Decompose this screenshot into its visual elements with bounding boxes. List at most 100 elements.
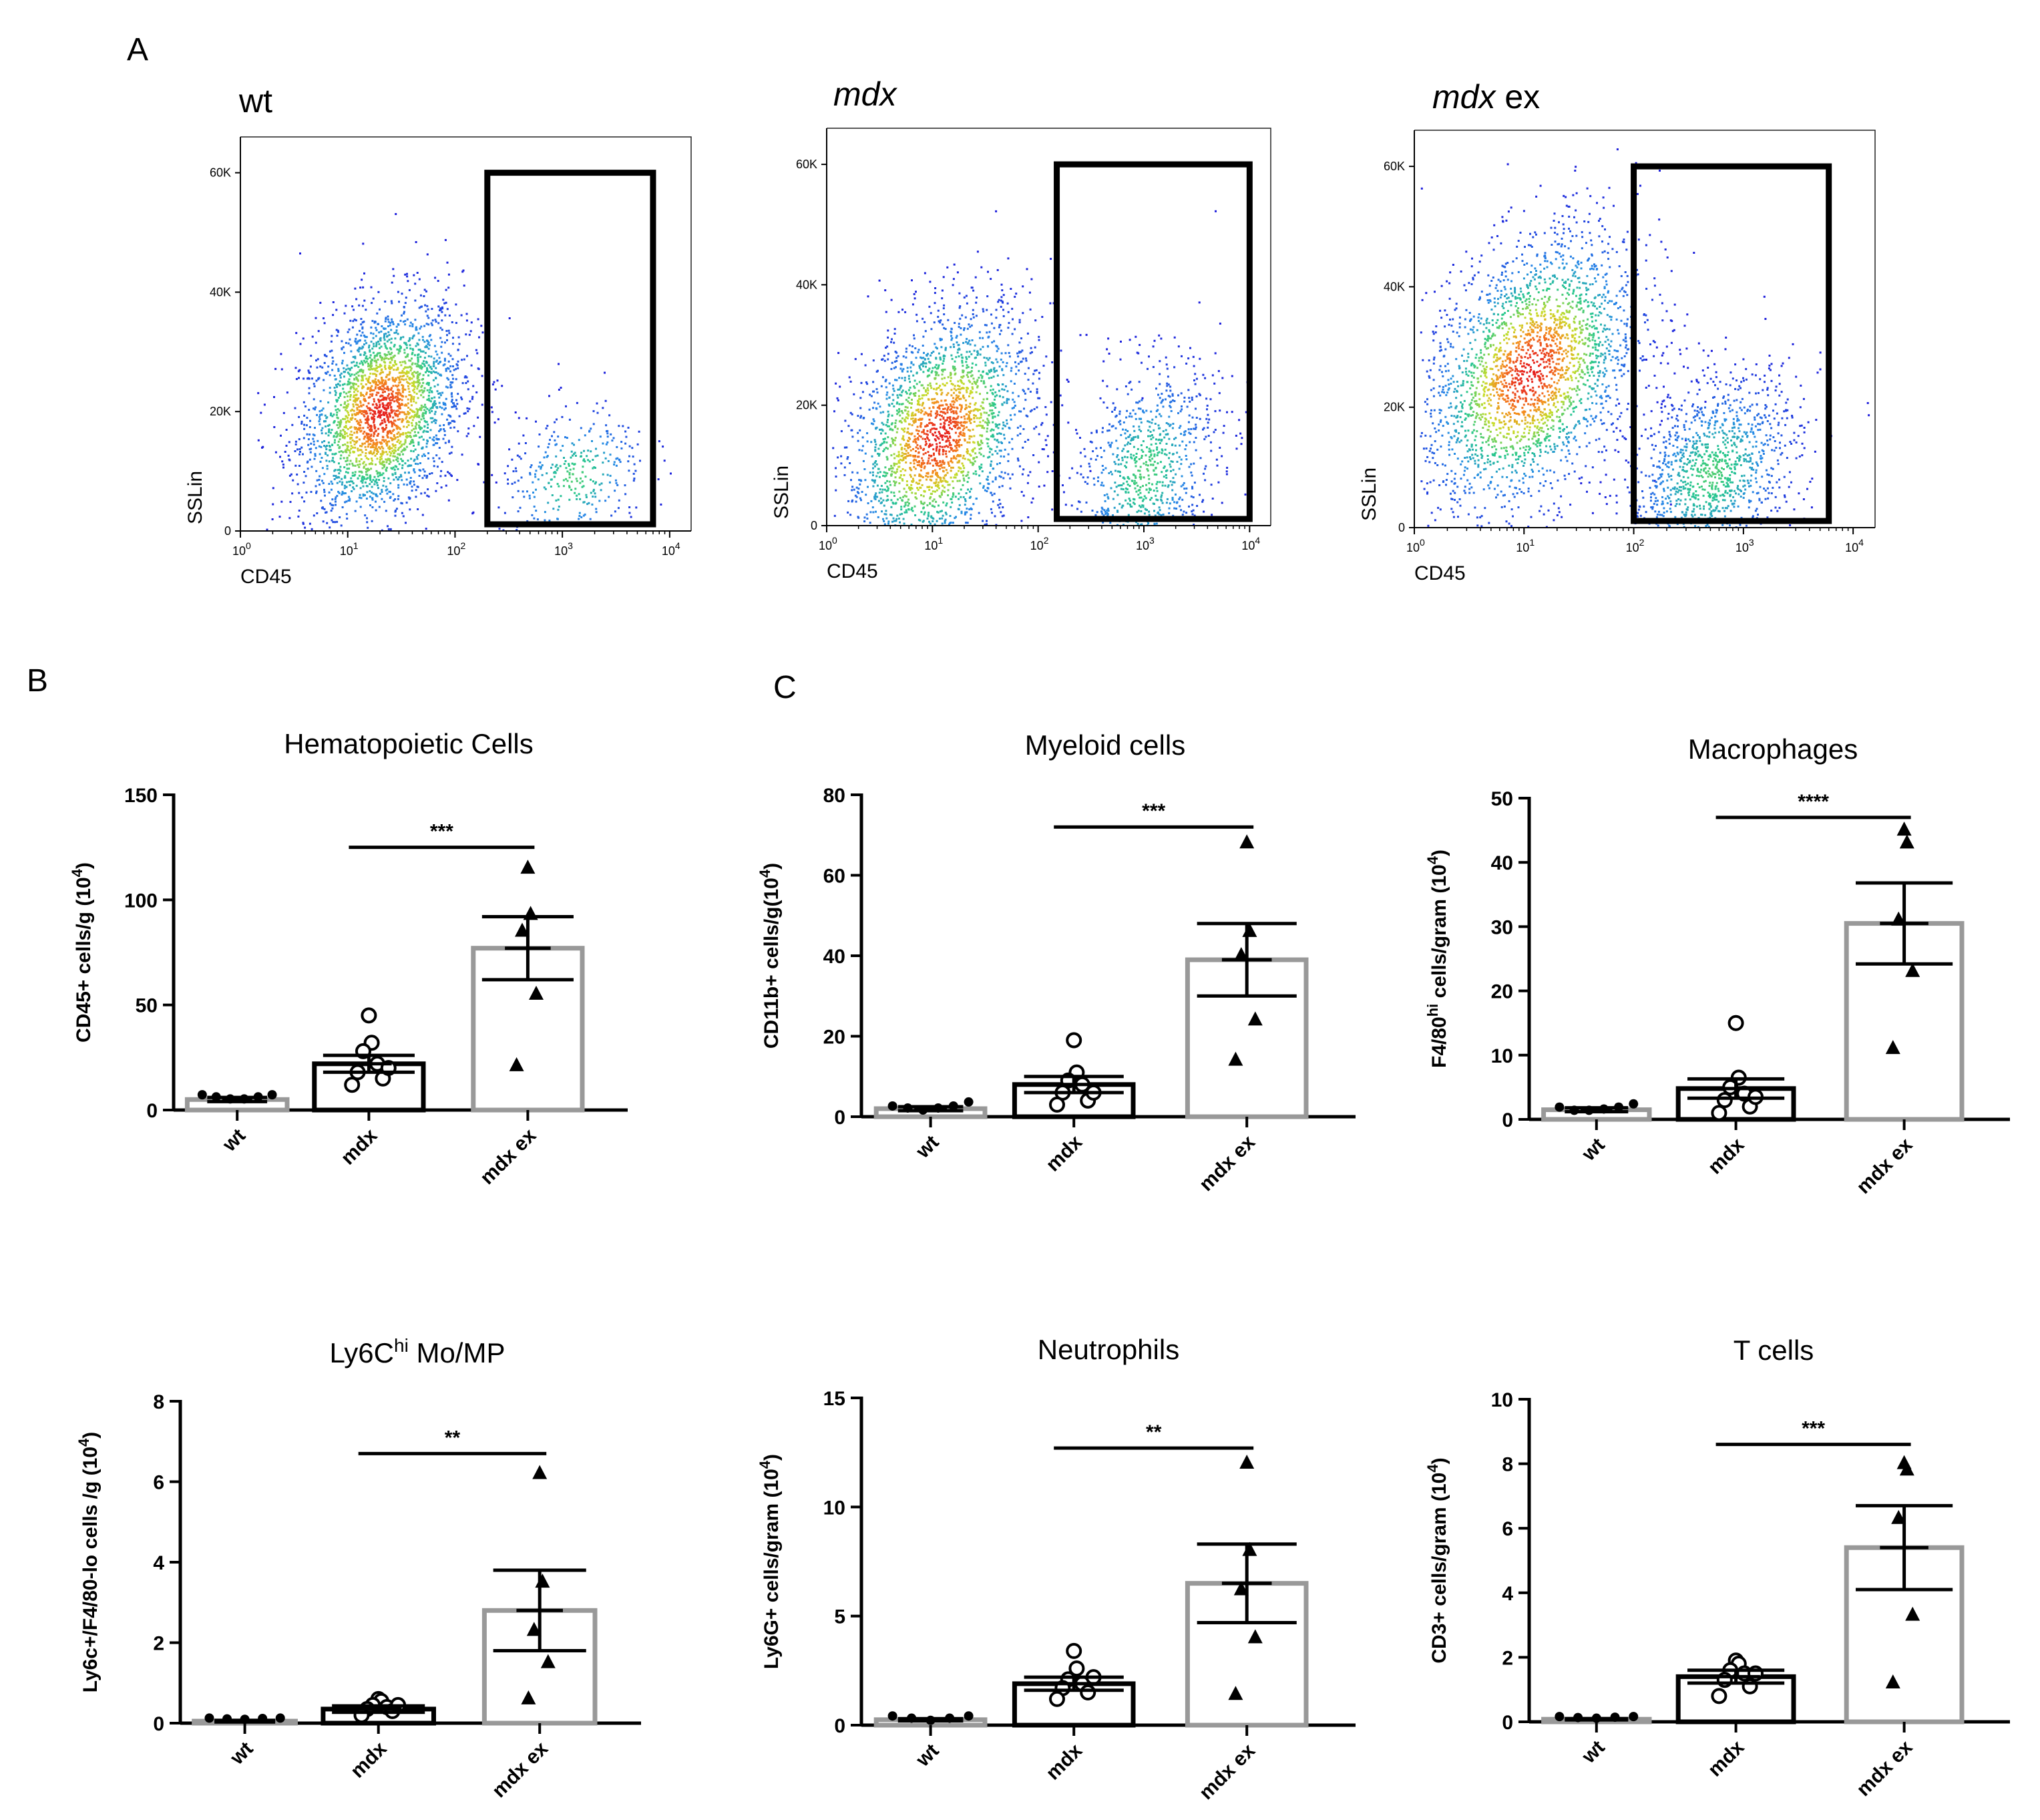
- flow-x-tick-label: 100: [819, 535, 837, 552]
- flow-dots: [832, 210, 1249, 527]
- flow-x-tick-label: 103: [1736, 537, 1754, 554]
- data-point: [361, 1007, 377, 1024]
- data-point: [1899, 834, 1914, 849]
- data-point: [509, 1057, 524, 1071]
- y-tick-label: 6: [1502, 1518, 1513, 1540]
- data-point: [1885, 1674, 1900, 1689]
- data-point: [964, 1097, 974, 1107]
- flow-x-axis-label: CD45: [827, 560, 878, 582]
- data-point: [526, 1622, 542, 1636]
- flow-y-axis-label: SSLin: [184, 471, 206, 524]
- y-tick-label: 10: [823, 1497, 845, 1519]
- y-tick-label: 0: [834, 1715, 845, 1737]
- data-point: [1727, 1015, 1744, 1031]
- y-tick-label: 10: [1491, 1045, 1513, 1067]
- y-tick-label: 6: [153, 1472, 164, 1494]
- panel-letter-a: A: [127, 32, 148, 67]
- data-point: [1049, 1690, 1065, 1707]
- data-point: [1555, 1102, 1565, 1112]
- y-tick-label: 8: [1502, 1454, 1513, 1476]
- flow-x-tick-label: 102: [1030, 535, 1049, 552]
- y-tick-label: 150: [124, 785, 158, 807]
- flow-y-tick-label: 0: [811, 519, 817, 532]
- y-tick-label: 0: [834, 1107, 845, 1129]
- flow-y-tick-label: 60K: [796, 158, 817, 171]
- data-point: [1233, 947, 1249, 961]
- y-tick-label: 20: [823, 1027, 845, 1049]
- significance-label: **: [445, 1427, 461, 1449]
- data-point: [1066, 1032, 1082, 1049]
- data-point: [1239, 834, 1255, 849]
- chart-title: Myeloid cells: [1025, 729, 1185, 761]
- y-tick-label: 0: [146, 1100, 158, 1122]
- flow-panel-title: mdx ex: [1432, 78, 1540, 116]
- flow-y-tick-label: 20K: [1384, 401, 1405, 414]
- gate-rectangle[interactable]: [484, 170, 656, 528]
- significance-label: **: [1146, 1421, 1162, 1443]
- data-point: [1891, 1509, 1906, 1524]
- gate-rectangle[interactable]: [1054, 161, 1253, 522]
- flow-x-axis-label: CD45: [1414, 562, 1466, 584]
- data-point: [540, 1654, 556, 1668]
- gate-rectangle[interactable]: [1631, 163, 1832, 524]
- data-point: [515, 922, 530, 937]
- flow-y-tick-label: 40K: [210, 285, 231, 299]
- flow-x-tick-label: 104: [1845, 537, 1864, 554]
- y-axis-label: F4/80hi cells/gram (104): [1424, 850, 1450, 1068]
- flow-panel-title: wt: [238, 82, 272, 120]
- bar-chart: Ly6Chi Mo/MP 0 2 4 6 8 Ly6c+/F4/80-lo cells /g…: [75, 1335, 641, 1802]
- significance-label: ****: [1798, 791, 1829, 813]
- data-point: [1716, 1092, 1733, 1109]
- y-tick-label: 30: [1491, 916, 1513, 938]
- data-point: [1239, 1455, 1255, 1469]
- bar-chart: Myeloid cells 0 20 40 60 80 CD11b+ cells/g(104…: [757, 729, 1356, 1196]
- data-point: [1049, 1096, 1065, 1113]
- y-tick-label: 4: [153, 1552, 164, 1574]
- data-point: [1711, 1105, 1727, 1121]
- data-point: [1247, 1629, 1263, 1644]
- data-point: [204, 1713, 214, 1723]
- data-point: [1555, 1712, 1565, 1722]
- data-point: [344, 1077, 361, 1093]
- flow-x-tick-label: 102: [447, 540, 465, 558]
- flow-x-tick-label: 103: [1136, 535, 1155, 552]
- data-point: [197, 1090, 207, 1100]
- flow-x-tick-label: 104: [662, 540, 680, 558]
- y-tick-label: 8: [153, 1391, 164, 1413]
- flow-x-tick-label: 101: [1516, 537, 1535, 554]
- flow-x-tick-label: 104: [1241, 535, 1260, 552]
- y-tick-label: 2: [153, 1633, 164, 1655]
- flow-cytometry-panels: wt 0 20K 40K 60K 100 101 102 103 104 CD45 SSLin mdx 0…: [184, 75, 1876, 588]
- y-tick-label: 15: [823, 1388, 845, 1410]
- flow-y-tick-label: 0: [1398, 521, 1405, 534]
- flow-dots: [257, 213, 672, 532]
- y-axis-label: Ly6G+ cells/gram (104): [757, 1454, 783, 1669]
- y-tick-label: 0: [1502, 1109, 1513, 1131]
- flow-x-tick-label: 102: [1626, 537, 1645, 554]
- y-tick-label: 40: [823, 946, 845, 968]
- significance-label: ***: [1802, 1418, 1825, 1440]
- chart-title: Macrophages: [1688, 733, 1858, 765]
- y-tick-label: 10: [1491, 1389, 1513, 1411]
- flow-y-tick-label: 20K: [210, 405, 231, 418]
- data-point: [1711, 1688, 1727, 1704]
- flow-frame: [240, 136, 692, 531]
- chart-title: T cells: [1733, 1334, 1814, 1366]
- flow-frame: [1414, 130, 1876, 528]
- data-point: [529, 985, 544, 1000]
- chart-title: Hematopoietic Cells: [284, 728, 534, 759]
- data-point: [1905, 962, 1920, 977]
- data-point: [964, 1711, 974, 1721]
- flow-y-axis-label: SSLin: [1358, 468, 1380, 521]
- flow-x-tick-label: 100: [1406, 537, 1425, 554]
- flow-x-axis-label: CD45: [240, 566, 292, 588]
- panel-letter-c: C: [773, 670, 797, 705]
- y-axis-label: CD45+ cells/g (104): [69, 862, 95, 1043]
- panel-letter-b: B: [27, 663, 48, 699]
- flow-frame: [827, 128, 1271, 526]
- flow-y-tick-label: 60K: [210, 166, 231, 180]
- data-point: [532, 1465, 548, 1479]
- data-point: [1629, 1712, 1639, 1722]
